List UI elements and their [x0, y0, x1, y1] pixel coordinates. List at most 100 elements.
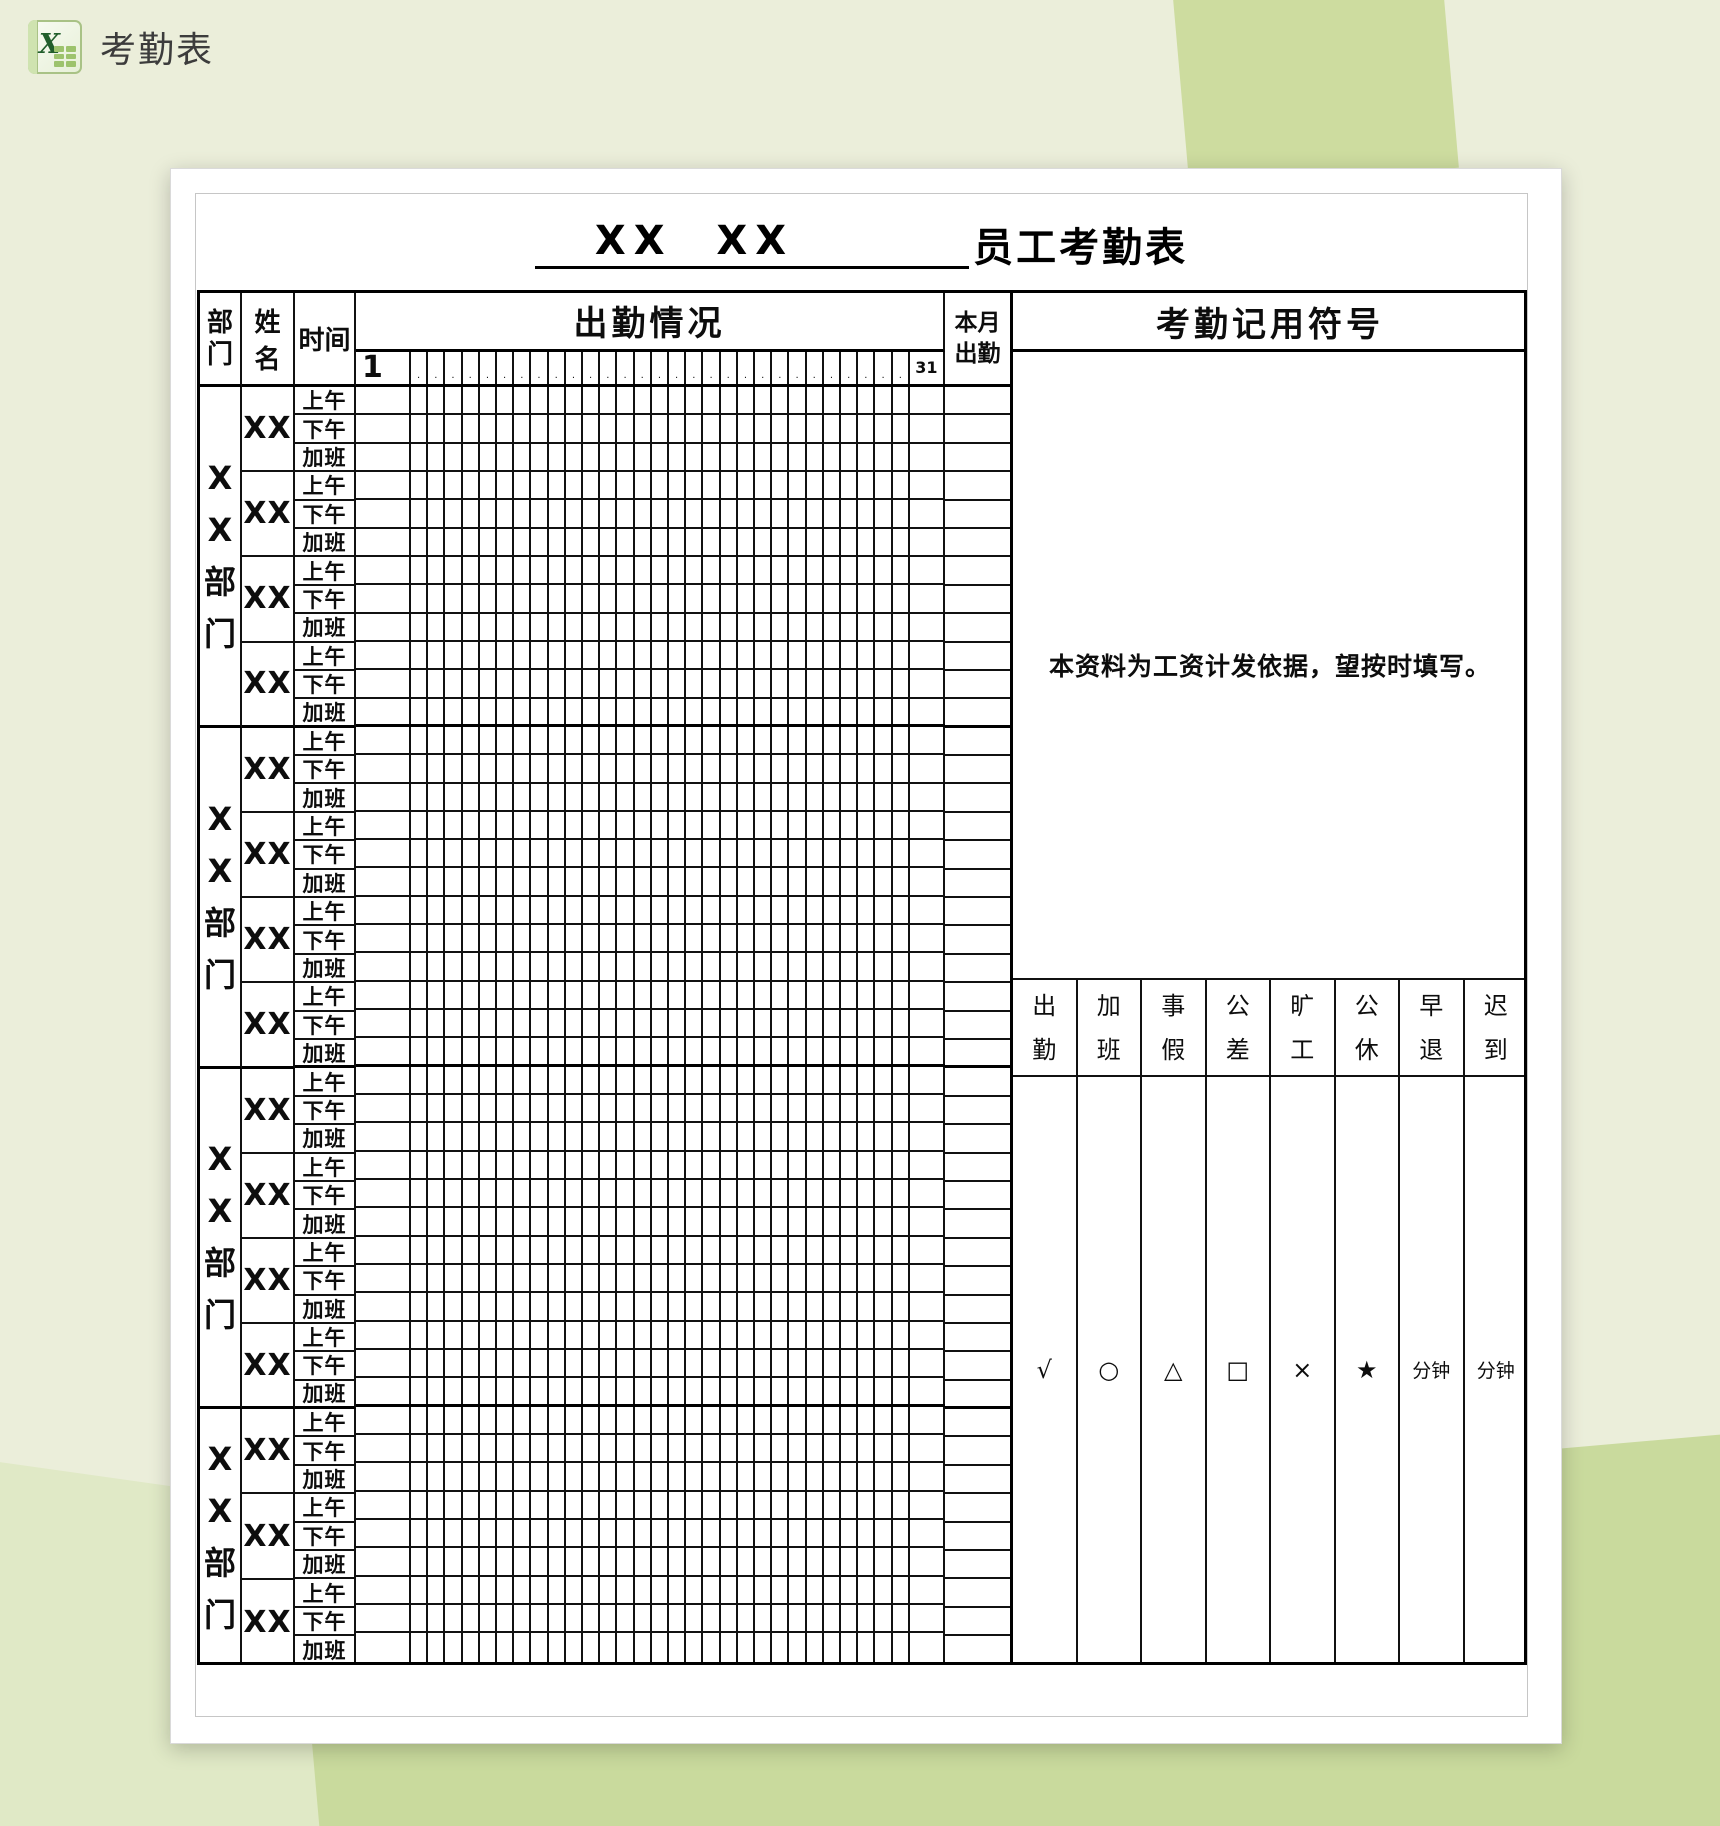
day-cell	[480, 1265, 498, 1292]
day-cell	[772, 1321, 790, 1349]
title-main-text: 员工考勤表	[973, 224, 1189, 271]
day-cell	[445, 556, 463, 584]
day-cell	[686, 1463, 704, 1490]
day-cell	[635, 1633, 652, 1662]
day-cell	[858, 1350, 876, 1377]
day-cell	[635, 1350, 652, 1377]
day-cell	[463, 840, 480, 867]
day-cell	[635, 443, 652, 470]
day-cell	[703, 1293, 721, 1320]
day-cell	[789, 896, 807, 924]
day-cell	[910, 471, 945, 499]
day-cell	[514, 471, 532, 499]
sheet-preview[interactable]: XX XX 员工考勤表 部门 X X 部门 X X 部门 X X 部门 X X 部门 姓名 XX XX XX XX…	[170, 168, 1562, 1744]
day-cell	[356, 1605, 411, 1632]
day-cell	[463, 471, 480, 499]
day-cell	[531, 1548, 549, 1575]
day-cell	[566, 1151, 584, 1179]
day-cell	[772, 925, 790, 952]
day-cell	[721, 726, 738, 754]
day-cell	[583, 1236, 601, 1264]
day-cell	[858, 443, 876, 470]
day-cell	[356, 726, 411, 754]
day-cell	[549, 1095, 566, 1122]
day-cell	[738, 556, 756, 584]
day-cell	[841, 1293, 859, 1320]
day-cell	[411, 556, 429, 584]
day-cell	[600, 1180, 618, 1207]
day-cell	[497, 1633, 515, 1662]
day-cell	[755, 1435, 773, 1462]
day-cell	[428, 1293, 446, 1320]
day-cell	[721, 1605, 738, 1632]
day-cell	[428, 1548, 446, 1575]
grid-row	[356, 528, 945, 557]
background-shape-top-right	[1161, 0, 1459, 192]
day-cell	[652, 755, 670, 782]
day-cell	[755, 1321, 773, 1349]
day-cell	[807, 698, 824, 724]
day-cell	[600, 670, 618, 697]
day-cell	[858, 471, 876, 499]
day-cell	[738, 981, 756, 1009]
day-cell	[721, 1066, 738, 1094]
month-total-cell	[945, 699, 1010, 728]
day-cell	[480, 1208, 498, 1235]
day-cell	[807, 953, 824, 980]
day-number-mid: ·	[703, 351, 721, 384]
day-cell	[669, 556, 687, 584]
day-cell	[669, 1491, 687, 1519]
symbol-mark: □	[1207, 1077, 1271, 1662]
day-cell	[428, 726, 446, 754]
day-cell	[566, 471, 584, 499]
grid-row	[356, 471, 945, 501]
day-cell	[772, 1208, 790, 1235]
time-label: 下午	[295, 415, 356, 444]
day-cell	[600, 1010, 618, 1037]
month-total-cell	[945, 501, 1010, 529]
time-label: 加班	[295, 1295, 356, 1324]
day-cell	[807, 1435, 824, 1462]
day-cell	[721, 1038, 738, 1064]
day-cell	[910, 670, 945, 697]
day-cell	[703, 1435, 721, 1462]
day-cell	[875, 726, 893, 754]
day-cell	[772, 500, 790, 527]
time-label: 下午	[295, 585, 356, 615]
day-cell	[356, 1208, 411, 1235]
day-cell	[824, 415, 842, 442]
day-cell	[669, 811, 687, 839]
day-cell	[617, 641, 635, 669]
day-cell	[686, 415, 704, 442]
day-cell	[566, 811, 584, 839]
excel-icon-spine	[28, 20, 38, 74]
day-cell	[356, 613, 411, 640]
day-cell	[807, 1633, 824, 1662]
day-cell	[703, 1520, 721, 1547]
day-cell	[652, 1038, 670, 1064]
day-cell	[356, 1435, 411, 1462]
time-label: 下午	[295, 1267, 356, 1296]
day-cell	[411, 670, 429, 697]
grid-row	[356, 1378, 945, 1407]
day-cell	[497, 1293, 515, 1320]
day-cell	[789, 386, 807, 414]
day-cell	[669, 1435, 687, 1462]
day-cell	[875, 868, 893, 895]
day-cell	[755, 1180, 773, 1207]
day-cell	[480, 1406, 498, 1434]
time-label: 上午	[295, 1068, 356, 1097]
month-total-cell	[945, 472, 1010, 501]
day-cell	[652, 556, 670, 584]
day-cell	[549, 500, 566, 527]
day-cell	[772, 1406, 790, 1434]
day-cell	[789, 726, 807, 754]
day-cell	[411, 443, 429, 470]
day-cell	[428, 415, 446, 442]
time-label: 加班	[295, 1380, 356, 1410]
day-cell	[824, 1605, 842, 1632]
day-cell	[566, 443, 584, 470]
day-cell	[635, 1406, 652, 1434]
day-cell	[445, 1548, 463, 1575]
day-cell	[875, 1548, 893, 1575]
